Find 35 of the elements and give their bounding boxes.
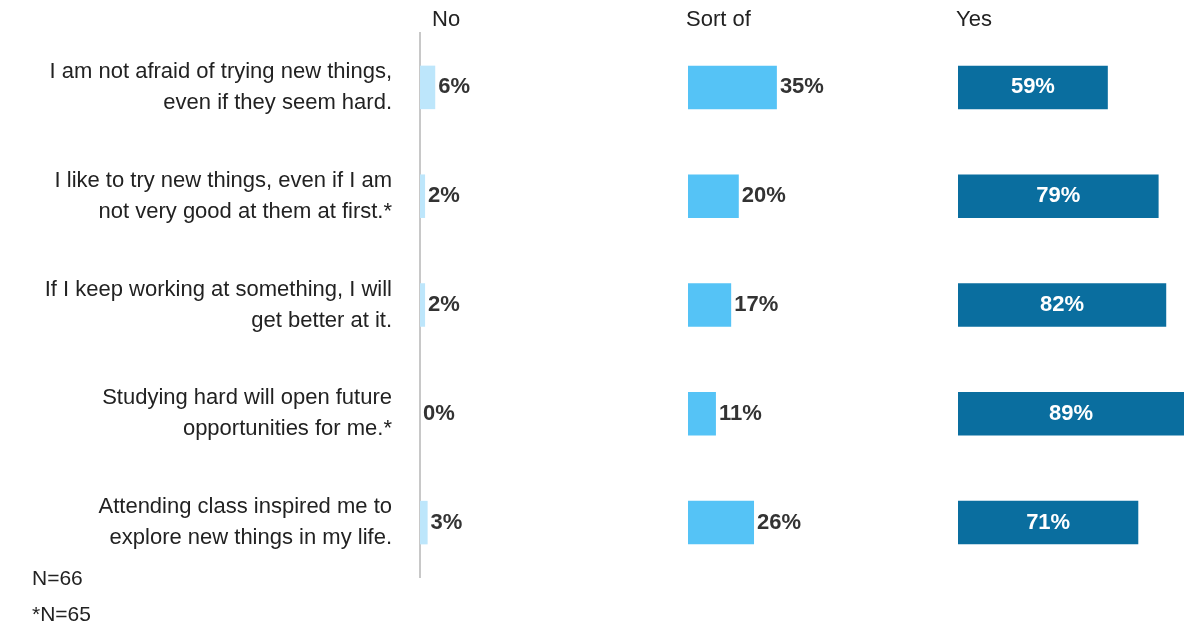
- chart-title: No: [432, 6, 461, 32]
- bar: [958, 500, 1139, 545]
- data-label: 71%: [1026, 508, 1071, 534]
- data-label: 79%: [1036, 182, 1081, 208]
- bar: [958, 174, 1159, 218]
- data-label: 0%: [423, 399, 455, 425]
- bar: [958, 283, 1167, 327]
- y-tick-label: Studying hard will open future opportunities for me.*: [102, 384, 393, 441]
- data-label: 26%: [757, 508, 802, 534]
- y-tick-label: Attending class inspired me to explore new things in my life.: [98, 493, 392, 550]
- bar: [958, 392, 1184, 436]
- y-tick-label: I like to try new things, even if I am not very good at them at first.*: [54, 166, 393, 223]
- bar: [688, 392, 716, 436]
- bar: [688, 174, 739, 218]
- data-label: 89%: [1048, 399, 1094, 425]
- data-label: 59%: [1010, 73, 1055, 99]
- data-label: 82%: [1040, 291, 1085, 317]
- data-label: 20%: [741, 182, 786, 208]
- y-tick-label: I am not afraid of trying new things, even if they seem hard.: [49, 57, 392, 114]
- data-label: 35%: [779, 73, 824, 99]
- text: *N=65: [32, 602, 91, 626]
- data-label: 17%: [734, 291, 779, 317]
- data-label: 11%: [718, 399, 762, 425]
- bar: [688, 65, 777, 110]
- bar: [688, 500, 755, 545]
- data-label: 2%: [428, 182, 460, 208]
- bar: [958, 65, 1108, 110]
- chart-title: Sort of: [686, 6, 751, 32]
- data-label: 2%: [428, 291, 460, 317]
- data-label: 3%: [430, 508, 463, 534]
- y-tick-label: If I keep working at something, I will get better at it.: [44, 275, 392, 332]
- data-label: 6%: [438, 73, 471, 99]
- chart-title: Yes: [956, 6, 992, 32]
- text: N=66: [32, 566, 83, 590]
- bar: [688, 283, 732, 327]
